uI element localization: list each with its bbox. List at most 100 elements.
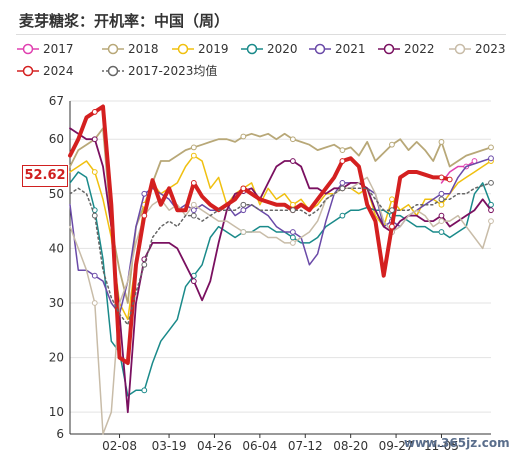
legend-label: 2021	[335, 42, 366, 56]
data-point	[438, 218, 445, 224]
legend-swatch-icon	[17, 65, 39, 77]
data-point	[488, 218, 494, 224]
data-point	[91, 212, 98, 219]
data-point	[289, 201, 296, 208]
series-group	[68, 104, 494, 435]
legend-swatch-icon	[449, 43, 471, 55]
y-tick-label: 60	[49, 132, 64, 146]
data-point	[240, 201, 247, 208]
title-divider	[16, 34, 506, 35]
data-point	[389, 141, 395, 148]
data-point	[240, 229, 247, 235]
data-point	[389, 196, 395, 203]
legend-swatch-icon	[309, 43, 331, 55]
series-line	[69, 127, 492, 414]
data-point	[438, 196, 445, 203]
legend-swatch-icon	[102, 65, 124, 77]
data-point	[289, 158, 296, 164]
data-point	[339, 179, 346, 186]
data-point	[438, 201, 445, 208]
series-line	[69, 157, 492, 315]
data-point	[438, 174, 445, 181]
data-point	[240, 133, 247, 140]
y-tick-label: 30	[49, 296, 64, 310]
data-point	[389, 223, 395, 230]
series-6	[69, 127, 494, 414]
data-point	[141, 212, 148, 219]
data-point	[91, 272, 98, 279]
data-point	[190, 278, 197, 285]
data-point	[91, 300, 98, 306]
data-point	[339, 147, 346, 154]
y-tick-label: 67	[49, 94, 64, 108]
y-tick-label: 50	[49, 187, 64, 201]
data-point	[190, 201, 197, 208]
series-line	[69, 182, 492, 326]
data-point	[190, 179, 197, 186]
data-point	[488, 155, 494, 162]
series-line	[440, 160, 476, 184]
legend-swatch-icon	[172, 43, 194, 55]
legend-label: 2020	[267, 42, 298, 56]
x-tick-label: 04-26	[197, 439, 232, 453]
data-point	[488, 179, 494, 186]
y-tick-label: 20	[49, 351, 64, 365]
data-point	[240, 185, 247, 192]
data-point	[141, 387, 148, 394]
legend-swatch-icon	[241, 43, 263, 55]
data-point	[339, 185, 346, 192]
x-tick-label: 03-19	[152, 439, 187, 453]
series-9	[69, 179, 494, 326]
data-point	[488, 144, 494, 151]
data-point	[289, 229, 296, 235]
data-point	[438, 212, 445, 219]
legend-label: 2023	[475, 42, 506, 56]
data-point	[240, 207, 247, 214]
legend-label: 2018	[128, 42, 159, 56]
legend-label: 2017-2023均值	[128, 64, 218, 78]
data-point	[289, 136, 296, 143]
x-tick-label: 11-05	[424, 439, 459, 453]
x-tick-label: 09-27	[379, 439, 414, 453]
legend-swatch-icon	[17, 43, 39, 55]
x-tick-label: 08-20	[333, 439, 368, 453]
data-point	[190, 144, 197, 151]
y-tick-label: 40	[49, 241, 64, 255]
data-point	[141, 261, 148, 268]
data-point	[91, 109, 98, 115]
legend-label: 2024	[43, 64, 74, 78]
y-tick-label: 6	[56, 427, 64, 441]
data-point	[289, 207, 296, 214]
data-point	[488, 207, 494, 214]
series-line	[69, 127, 492, 304]
latest-value-label: 52.62	[22, 165, 68, 187]
legend-swatch-icon	[378, 43, 400, 55]
data-point	[190, 207, 197, 214]
data-point	[438, 139, 445, 145]
y-axis: 6 10 20 30 40 50 60 67	[49, 94, 71, 441]
x-tick-label: 07-12	[288, 439, 323, 453]
chart-title: 麦芽糖浆：开机率：中国（周）	[19, 12, 230, 30]
data-point	[190, 212, 197, 219]
y-tick-label: 10	[49, 405, 64, 419]
data-point	[190, 152, 197, 159]
data-point	[488, 201, 494, 208]
legend-label: 2017	[43, 42, 74, 56]
data-point	[91, 136, 98, 143]
x-axis: 02-08 03-19 04-26 06-04 07-12 08-20 09-27 11-05	[70, 433, 491, 453]
x-tick-label: 06-04	[242, 439, 277, 453]
data-point	[446, 176, 453, 183]
series-8	[68, 104, 453, 365]
data-point	[141, 190, 148, 197]
data-point	[289, 234, 296, 241]
legend-label: 2022	[404, 42, 435, 56]
series-4	[69, 171, 494, 397]
grid-lines	[70, 100, 491, 435]
series-1	[440, 158, 478, 184]
series-5	[69, 155, 494, 315]
data-point	[438, 229, 445, 235]
data-point	[91, 169, 98, 175]
legend-label: 2019	[198, 42, 229, 56]
data-point	[339, 158, 346, 164]
